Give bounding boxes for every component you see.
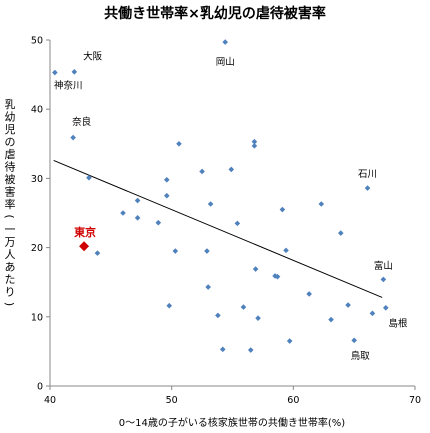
data-point bbox=[52, 69, 58, 76]
data-point bbox=[71, 69, 78, 75]
data-point bbox=[380, 276, 387, 283]
data-point bbox=[328, 316, 334, 323]
data-point bbox=[199, 168, 205, 175]
data-point bbox=[351, 337, 357, 344]
data-point bbox=[306, 291, 312, 297]
y-tick-label: 50 bbox=[31, 36, 43, 47]
data-point bbox=[222, 39, 228, 45]
highlight-label: 東京 bbox=[74, 225, 96, 239]
y-axis-title-char: た bbox=[5, 273, 16, 286]
annotation-label: 奈良 bbox=[72, 116, 92, 128]
y-axis-title-char: 虐 bbox=[5, 148, 16, 161]
annotation-label: 大阪 bbox=[83, 50, 103, 62]
x-tick-label: 70 bbox=[409, 395, 421, 406]
x-tick-label: 50 bbox=[166, 395, 178, 406]
data-point bbox=[247, 347, 254, 353]
axes bbox=[46, 39, 416, 390]
annotation-label: 富山 bbox=[374, 260, 393, 272]
data-point bbox=[166, 302, 173, 309]
data-point bbox=[120, 210, 126, 216]
annotation-label: 神奈川 bbox=[54, 79, 83, 91]
data-point bbox=[134, 197, 141, 204]
y-axis-title-char: 被 bbox=[5, 173, 16, 186]
data-point bbox=[272, 273, 278, 279]
tick-labels: 0 10 20 30 40 50 40 50 60 70 bbox=[31, 36, 421, 407]
data-point bbox=[318, 201, 325, 207]
annotation-label: 石川 bbox=[358, 169, 377, 180]
data-point bbox=[255, 315, 261, 321]
data-point bbox=[172, 248, 179, 254]
data-point bbox=[205, 284, 211, 290]
data-point bbox=[228, 166, 235, 173]
data-point bbox=[155, 219, 162, 226]
x-axis-title: 0〜14歳の子がいる核家族世帯の共働き世帯率(%) bbox=[119, 416, 345, 429]
data-point bbox=[70, 134, 76, 141]
data-point bbox=[279, 206, 286, 213]
data-point bbox=[369, 310, 376, 317]
data-point bbox=[94, 250, 101, 256]
x-tick-label: 40 bbox=[44, 395, 56, 406]
y-axis-title-char: 万 bbox=[5, 236, 16, 249]
data-point bbox=[176, 141, 182, 147]
y-tick-label: 0 bbox=[37, 382, 43, 393]
data-point bbox=[207, 201, 214, 207]
y-axis-title-char: 児 bbox=[5, 123, 16, 136]
chart-title: 共働き世帯率×乳幼児の虐待被害率 bbox=[104, 5, 326, 22]
annotation-label: 島根 bbox=[388, 317, 408, 329]
y-axis-title-char: 一 bbox=[5, 223, 16, 236]
data-point bbox=[383, 305, 389, 311]
data-point bbox=[215, 312, 221, 319]
data-point bbox=[164, 176, 170, 183]
data-point bbox=[134, 215, 141, 221]
data-point bbox=[364, 185, 371, 191]
data-point bbox=[274, 273, 281, 280]
data-point bbox=[219, 346, 226, 353]
y-tick-label: 30 bbox=[31, 174, 43, 185]
y-tick-label: 10 bbox=[31, 312, 43, 323]
y-axis-title-char: 幼 bbox=[5, 111, 16, 124]
data-point bbox=[251, 143, 258, 149]
data-point bbox=[283, 247, 289, 254]
annotation-label: 鳥取 bbox=[351, 350, 371, 362]
data-point bbox=[252, 266, 259, 272]
trendline-group bbox=[53, 159, 383, 298]
data-points bbox=[52, 39, 389, 353]
y-axis-title-char: 人 bbox=[5, 248, 16, 261]
data-point bbox=[86, 174, 92, 181]
data-point bbox=[240, 304, 247, 310]
y-axis-title-char: あ bbox=[5, 261, 16, 274]
trendline bbox=[53, 159, 383, 298]
data-point bbox=[345, 302, 351, 308]
y-axis-title-char: り bbox=[5, 286, 16, 299]
data-point bbox=[234, 220, 241, 227]
data-point bbox=[164, 192, 170, 199]
x-tick-label: 60 bbox=[287, 395, 299, 406]
y-tick-label: 40 bbox=[31, 105, 43, 116]
y-axis-title-char: ) bbox=[3, 302, 16, 306]
data-point bbox=[286, 338, 293, 344]
data-point bbox=[251, 138, 258, 145]
data-point bbox=[337, 230, 344, 236]
y-axis-title-char: 害 bbox=[5, 185, 16, 199]
y-axis-title-char: 乳 bbox=[5, 98, 16, 111]
data-point bbox=[204, 248, 210, 254]
highlight-point bbox=[79, 241, 90, 252]
annotation-label: 岡山 bbox=[216, 57, 235, 68]
y-axis-title-char: の bbox=[5, 136, 16, 149]
y-axis-title-char: ( bbox=[3, 214, 16, 218]
y-axis-title-char: 率 bbox=[5, 197, 16, 211]
y-tick-label: 20 bbox=[31, 243, 43, 254]
y-axis-title-char: 待 bbox=[5, 160, 16, 174]
